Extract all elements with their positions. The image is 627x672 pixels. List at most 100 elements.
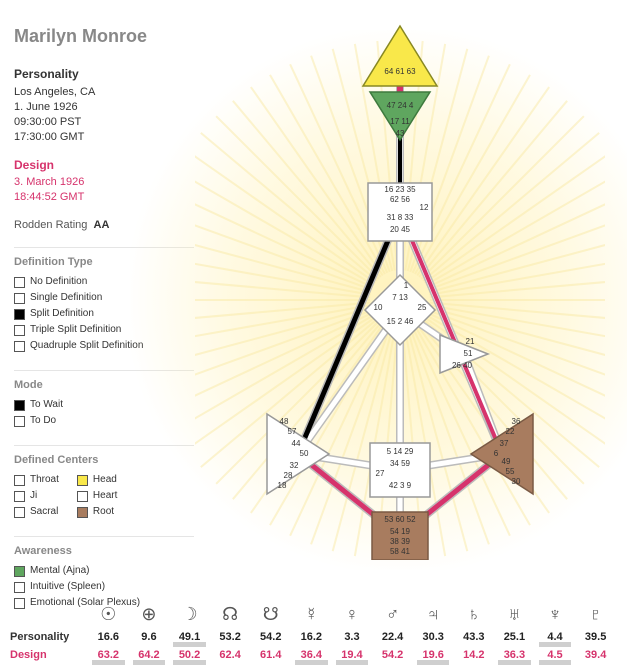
- legend-label: Mental (Ajna): [30, 563, 89, 579]
- planet-symbol: ☊: [210, 604, 251, 628]
- design-row: Design 63.264.250.262.461.436.419.454.21…: [10, 646, 616, 664]
- personality-cell: 53.2: [210, 628, 251, 646]
- personality-cell: 4.4: [535, 628, 576, 646]
- design-cell: 19.4: [332, 646, 373, 664]
- planet-symbol: ☋: [250, 604, 291, 628]
- legend-label: To Do: [30, 413, 56, 429]
- svg-text:6: 6: [494, 449, 499, 458]
- svg-text:12: 12: [420, 203, 429, 212]
- legend-swatch: [77, 491, 88, 502]
- design-cell: 36.3: [494, 646, 535, 664]
- legend-label: Triple Split Definition: [30, 322, 121, 338]
- planet-symbol: ♀: [332, 604, 373, 628]
- svg-text:42 3 9: 42 3 9: [389, 481, 412, 490]
- svg-text:20 45: 20 45: [390, 225, 411, 234]
- personality-cell: 16.2: [291, 628, 332, 646]
- personality-row: Personality 16.69.649.153.254.216.23.322…: [10, 628, 616, 646]
- svg-text:32: 32: [290, 461, 299, 470]
- svg-text:26 40: 26 40: [452, 361, 473, 370]
- bodygraph-svg: 64 61 6347 24 417 114316 23 3562 561231 …: [195, 0, 605, 560]
- design-cell: 4.5: [535, 646, 576, 664]
- personality-cell: 22.4: [372, 628, 413, 646]
- personality-cell: 30.3: [413, 628, 454, 646]
- legend-label: Split Definition: [30, 306, 94, 322]
- svg-text:17 11: 17 11: [390, 117, 410, 126]
- legend-swatch: [14, 582, 25, 593]
- svg-text:21: 21: [466, 337, 475, 346]
- design-cell: 62.4: [210, 646, 251, 664]
- legend-swatch: [14, 491, 25, 502]
- personality-cell: 39.5: [575, 628, 616, 646]
- symbols-row: ☉⊕☽☊☋☿♀♂♃♄♅♆♇: [10, 604, 616, 628]
- bodygraph-chart: 64 61 6347 24 417 114316 23 3562 561231 …: [195, 0, 605, 560]
- svg-text:5 14 29: 5 14 29: [387, 447, 414, 456]
- svg-text:25: 25: [418, 303, 427, 312]
- design-row-label: Design: [10, 649, 88, 661]
- personality-cell: 9.6: [129, 628, 170, 646]
- legend-label: Quadruple Split Definition: [30, 338, 143, 354]
- svg-text:47 24 4: 47 24 4: [387, 101, 414, 110]
- personality-cell: 16.6: [88, 628, 129, 646]
- svg-text:10: 10: [374, 303, 383, 312]
- svg-text:15 2 46: 15 2 46: [387, 317, 414, 326]
- personality-cell: 54.2: [250, 628, 291, 646]
- legend-swatch: [14, 325, 25, 336]
- legend-label: Intuitive (Spleen): [30, 579, 105, 595]
- design-cell: 39.4: [575, 646, 616, 664]
- legend-swatch: [14, 341, 25, 352]
- legend-label: Sacral: [30, 504, 58, 520]
- svg-text:49: 49: [502, 457, 511, 466]
- planet-symbol: ♇: [575, 604, 616, 628]
- legend-label: Ji: [30, 488, 37, 504]
- svg-text:55: 55: [506, 467, 515, 476]
- svg-text:36: 36: [512, 417, 521, 426]
- legend-item: Heart: [77, 488, 117, 504]
- planet-symbol: ⊕: [129, 604, 170, 628]
- svg-text:64 61 63: 64 61 63: [384, 67, 416, 76]
- planet-symbol: ☽: [169, 604, 210, 628]
- legend-label: Throat: [30, 472, 59, 488]
- legend-swatch: [14, 416, 25, 427]
- svg-text:7 13: 7 13: [392, 293, 408, 302]
- svg-text:38 39: 38 39: [390, 537, 411, 546]
- svg-text:28: 28: [284, 471, 293, 480]
- svg-text:16 23 35: 16 23 35: [384, 185, 416, 194]
- planet-symbol: ☉: [88, 604, 129, 628]
- planet-symbol: ♅: [494, 604, 535, 628]
- svg-text:62 56: 62 56: [390, 195, 411, 204]
- legend-item: Sacral: [14, 504, 59, 520]
- legend-swatch: [14, 566, 25, 577]
- legend-item: Ji: [14, 488, 59, 504]
- legend-label: Single Definition: [30, 290, 102, 306]
- legend-item: Root: [77, 504, 117, 520]
- planet-symbol: ♂: [372, 604, 413, 628]
- svg-text:54 19: 54 19: [390, 527, 411, 536]
- svg-text:37: 37: [500, 439, 509, 448]
- planet-symbol: ♆: [535, 604, 576, 628]
- svg-text:58 41: 58 41: [390, 547, 411, 556]
- svg-text:43: 43: [396, 129, 405, 138]
- personality-cell: 43.3: [453, 628, 494, 646]
- personality-cell: 3.3: [332, 628, 373, 646]
- legend-label: No Definition: [30, 274, 87, 290]
- svg-text:1: 1: [404, 281, 409, 290]
- legend-label: To Wait: [30, 397, 63, 413]
- legend-swatch: [14, 309, 25, 320]
- svg-text:50: 50: [300, 449, 309, 458]
- legend-swatch: [77, 475, 88, 486]
- design-cell: 50.2: [169, 646, 210, 664]
- legend-item: Intuitive (Spleen): [14, 579, 194, 595]
- design-cell: 61.4: [250, 646, 291, 664]
- personality-row-label: Personality: [10, 631, 88, 643]
- rodden-label: Rodden Rating: [14, 219, 87, 231]
- legend-swatch: [14, 400, 25, 411]
- planet-symbol: ☿: [291, 604, 332, 628]
- legend-label: Head: [93, 472, 117, 488]
- design-cell: 54.2: [372, 646, 413, 664]
- rodden-value: AA: [94, 219, 110, 231]
- svg-text:30: 30: [512, 477, 521, 486]
- planet-symbol: ♄: [453, 604, 494, 628]
- svg-text:53 60 52: 53 60 52: [384, 515, 416, 524]
- legend-swatch: [14, 277, 25, 288]
- legend-swatch: [14, 475, 25, 486]
